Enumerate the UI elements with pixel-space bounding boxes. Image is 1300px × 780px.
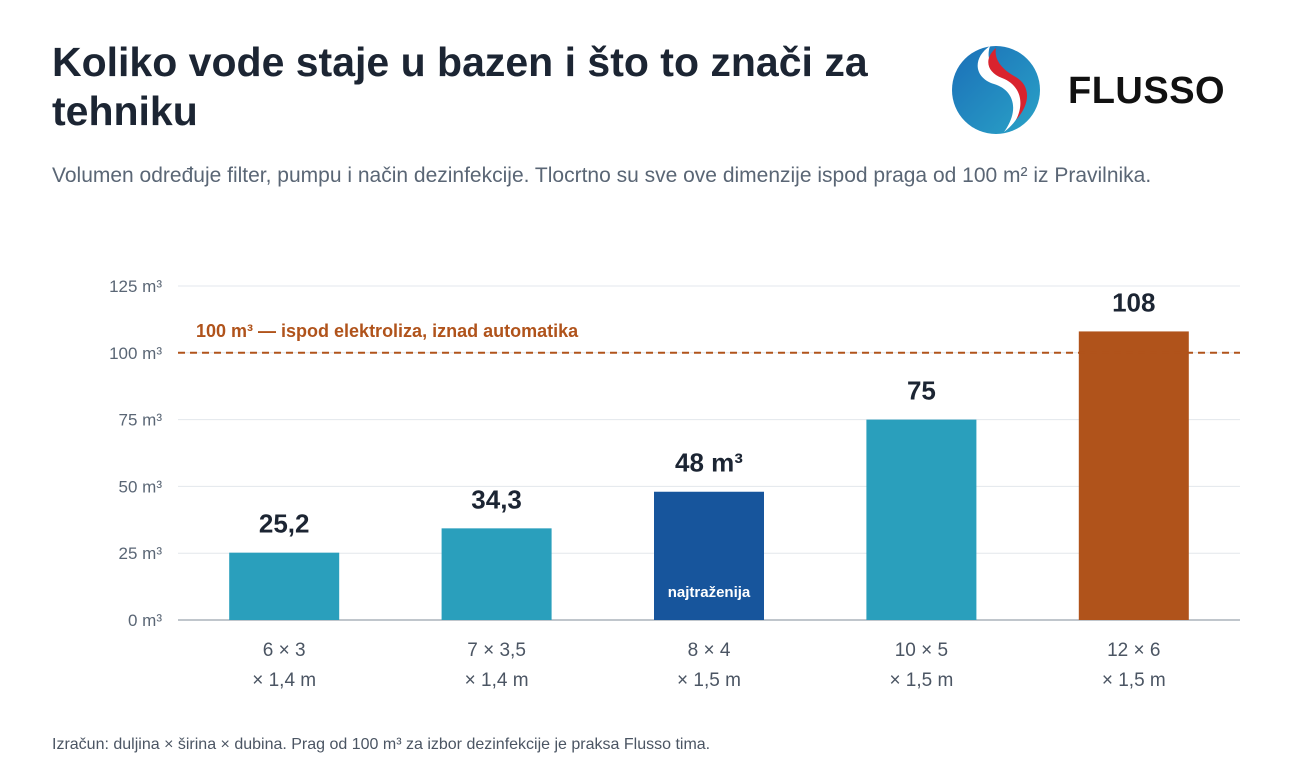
y-tick-label: 25 m³: [119, 544, 163, 563]
chart-subtitle: Volumen određuje filter, pumpu i način d…: [52, 164, 1152, 187]
logo-text: FLUSSO: [1068, 70, 1226, 112]
y-tick-label: 0 m³: [128, 611, 162, 630]
y-tick-label: 50 m³: [119, 477, 163, 496]
footnote: Izračun: duljina × širina × dubina. Prag…: [52, 736, 711, 753]
bar: [441, 528, 552, 620]
data-label: 75: [907, 376, 936, 406]
x-tick-label: × 1,5 m: [677, 670, 741, 691]
bar-chart: 0 m³ 25 m³ 50 m³ 75 m³ 100 m³ 125 m³ 25,2 6 × 3…: [109, 277, 1240, 691]
bar-inner-label: najtraženija: [668, 584, 751, 601]
flusso-logo-icon: [952, 46, 1040, 134]
threshold-label: 100 m³ — ispod elektroliza, iznad automa…: [196, 321, 579, 341]
x-tick-label: 8 × 4: [688, 640, 731, 661]
y-tick-label: 75 m³: [119, 411, 163, 430]
x-tick-label: 7 × 3,5: [467, 640, 526, 661]
data-label: 108: [1112, 287, 1155, 317]
x-tick-label: 6 × 3: [263, 640, 306, 661]
bar: [866, 419, 977, 620]
y-tick-label: 125 m³: [109, 277, 162, 296]
y-tick-label: 100 m³: [109, 344, 162, 363]
bar: [1078, 331, 1189, 620]
x-tick-label: × 1,4 m: [465, 670, 529, 691]
data-label: 25,2: [259, 509, 310, 539]
bar: [229, 552, 340, 620]
data-label: 34,3: [471, 484, 522, 514]
chart-title: Koliko vode staje u bazen i što to znači…: [52, 39, 868, 134]
x-tick-label: × 1,4 m: [252, 670, 316, 691]
x-tick-label: 10 × 5: [895, 640, 948, 661]
x-tick-label: 12 × 6: [1107, 640, 1160, 661]
brand-logo: FLUSSO: [950, 40, 1250, 140]
data-label: 48 m³: [675, 448, 743, 478]
bar: [654, 491, 764, 620]
x-tick-label: × 1,5 m: [889, 670, 953, 691]
x-tick-label: × 1,5 m: [1102, 670, 1166, 691]
